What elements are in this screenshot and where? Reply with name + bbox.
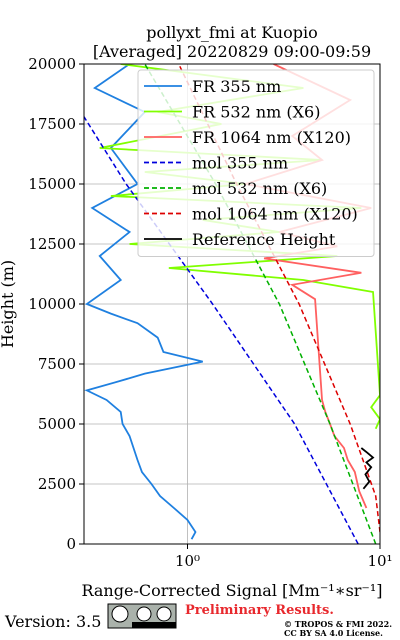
y-axis-label: Height (m) [0,260,17,348]
legend-label: mol 355 nm [192,154,288,173]
legend-label: FR 532 nm (X6) [192,103,320,122]
y-tick-label: 15000 [28,175,76,193]
copyright: © TROPOS & FMI 2022. [284,619,392,629]
x-tick-label: 10⁰ [175,552,200,570]
y-tick-label: 20000 [28,55,76,73]
legend-label: mol 1064 nm (X120) [192,205,358,224]
y-tick-label: 12500 [28,235,76,253]
preliminary-notice: Preliminary Results. [185,603,334,618]
profile-line [84,64,203,540]
legend-label: FR 1064 nm (X120) [192,128,351,147]
profile-line [360,447,375,490]
x-tick-label: 10¹ [367,552,392,570]
legend-label: FR 355 nm [192,77,281,96]
x-axis-label: Range-Corrected Signal [Mm⁻¹∗sr⁻¹] [81,581,382,600]
plot-frame [83,63,381,545]
profile-line [84,116,359,544]
chart-title: pollyxt_fmi at Kuopio [146,23,317,42]
y-tick-label: 0 [66,535,76,553]
license-badge [107,603,177,629]
legend-box [137,69,375,257]
y-tick-label: 5000 [38,415,76,433]
y-tick-label: 7500 [38,355,76,373]
version: Version: 3.5 [4,612,101,631]
copyright: CC BY SA 4.0 License. [284,628,383,638]
legend-label: Reference Height [192,230,336,249]
y-tick-label: 10000 [28,295,76,313]
y-tick-label: 17500 [28,115,76,133]
legend-label: mol 532 nm (X6) [192,179,327,198]
y-tick-label: 2500 [38,475,76,493]
chart-subtitle: [Averaged] 20220829 09:00-09:59 [93,42,371,61]
